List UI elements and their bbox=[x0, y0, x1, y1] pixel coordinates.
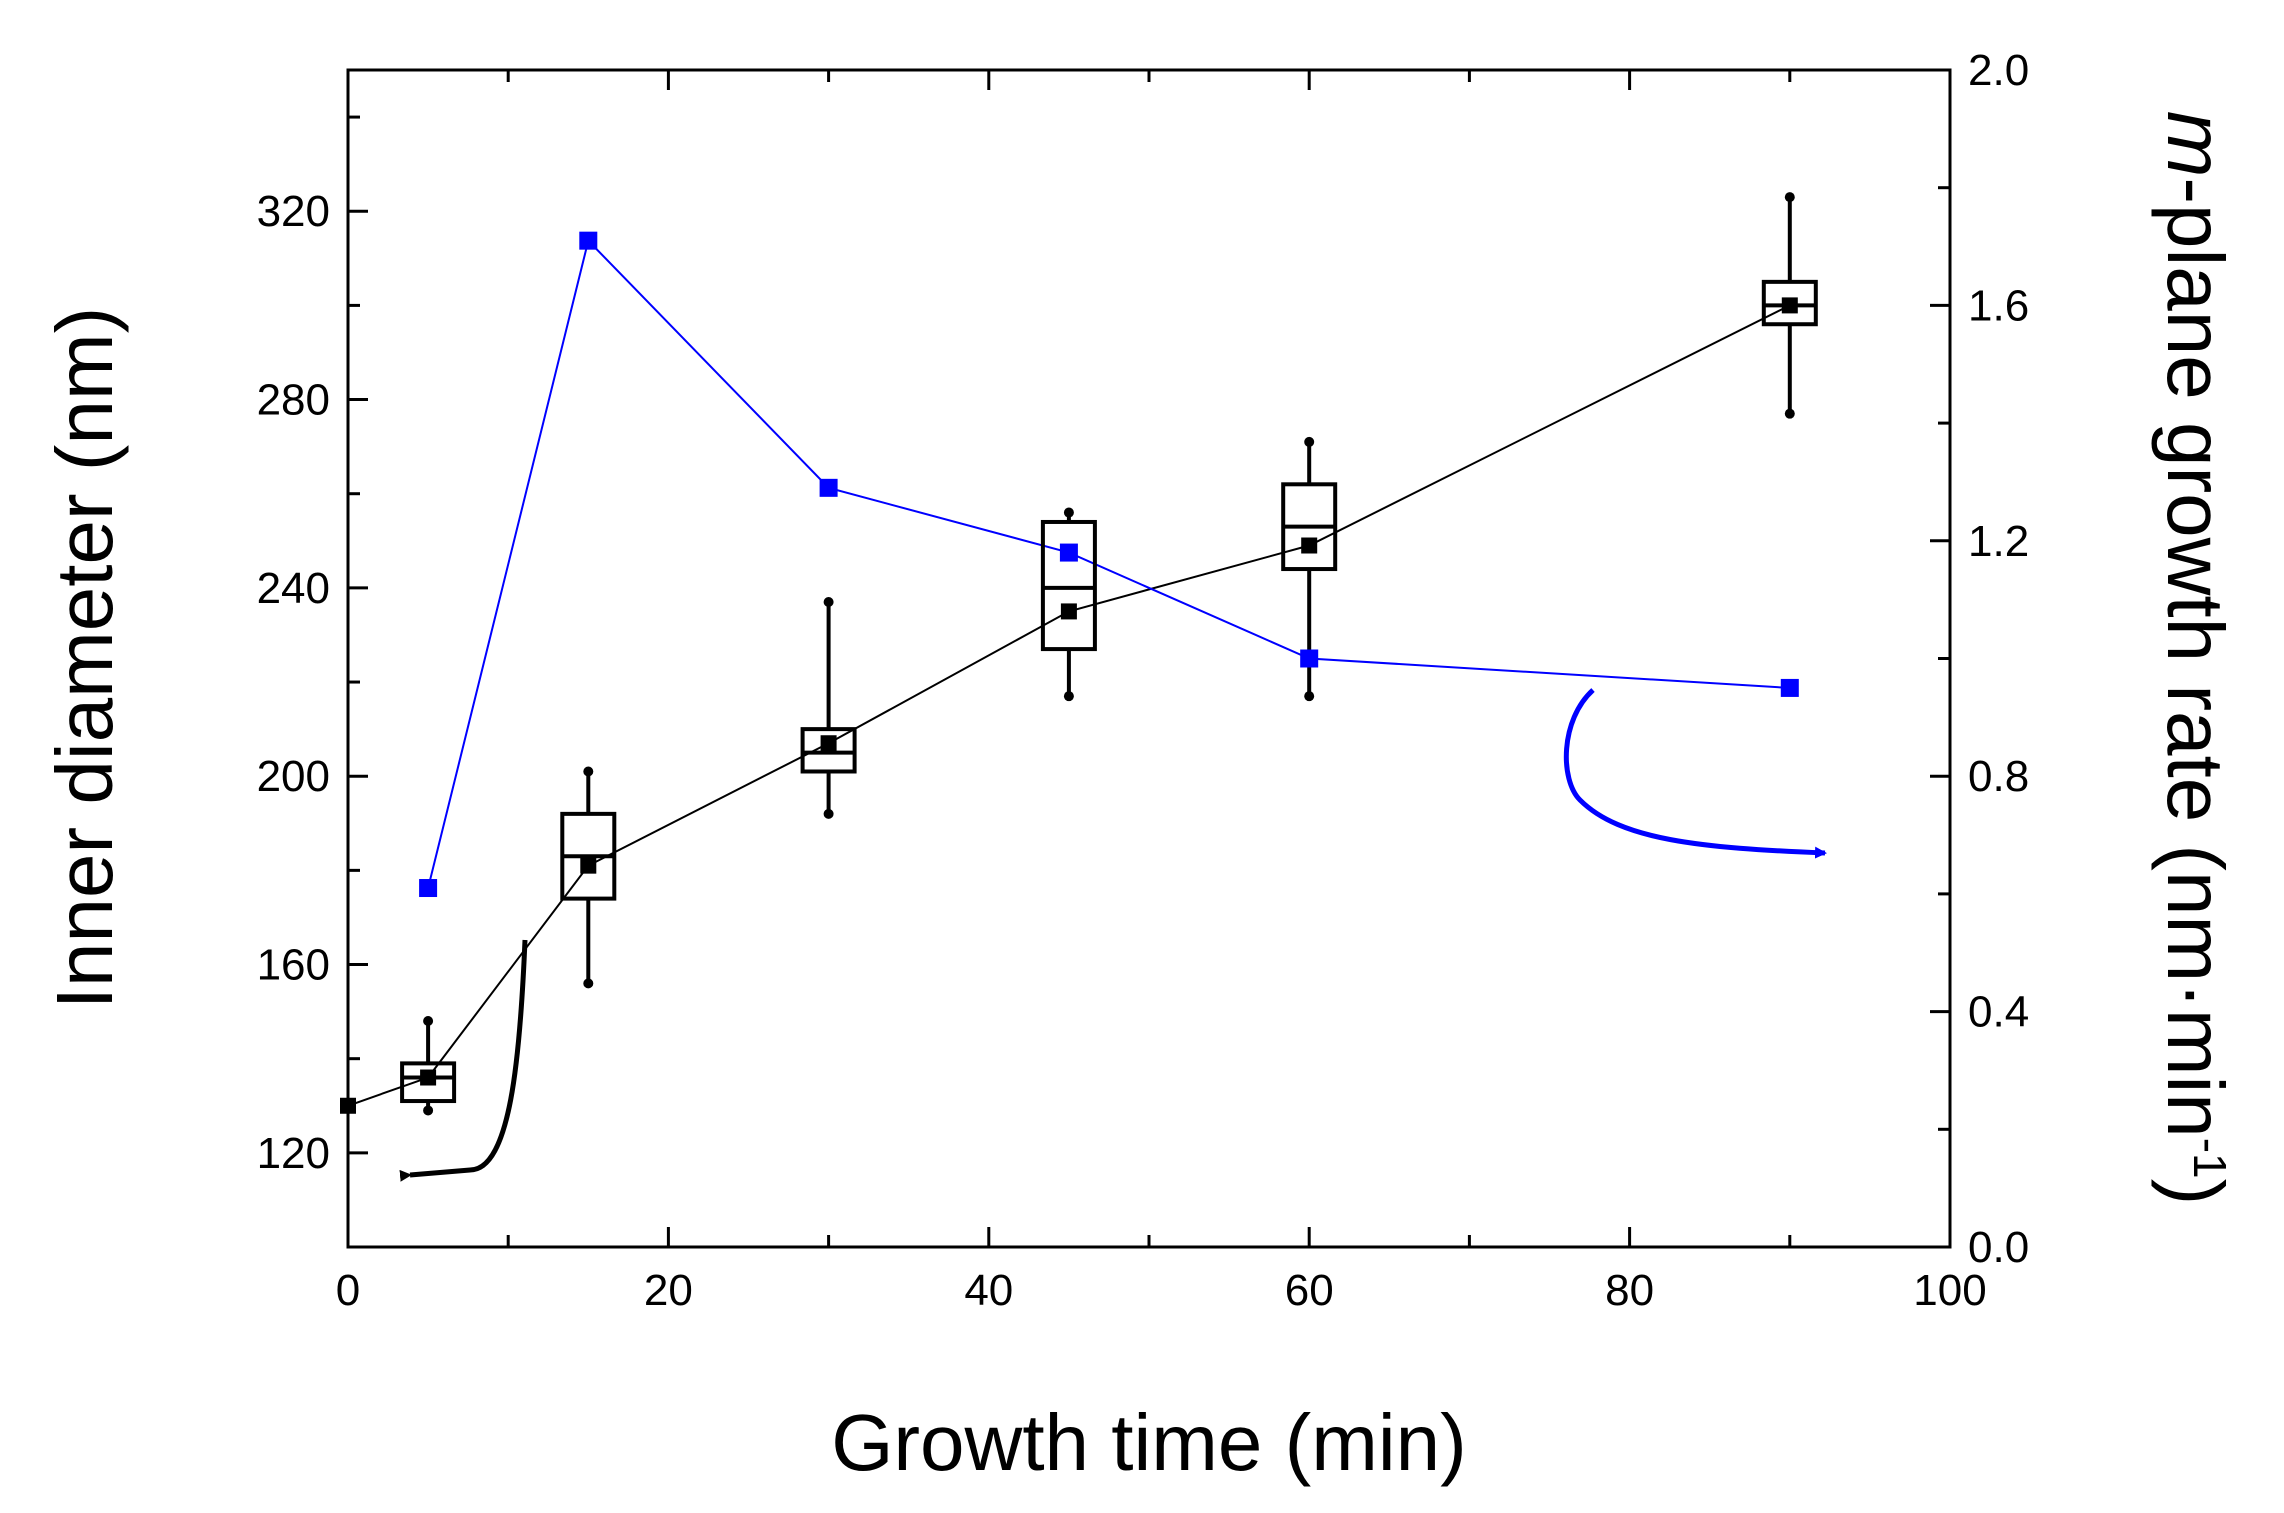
y-left-tick-label: 160 bbox=[257, 941, 330, 990]
y-right-axis-title: m-plane growth rate (nm·min-1) bbox=[2151, 111, 2240, 1206]
box-whisker-cap-high bbox=[823, 597, 834, 608]
x-tick-label: 20 bbox=[644, 1266, 693, 1315]
y-left-axis-title: Inner diameter (nm) bbox=[40, 307, 129, 1009]
growth-rate-marker bbox=[579, 231, 598, 250]
marker-layer bbox=[340, 231, 1799, 1114]
box-whisker-cap-low bbox=[423, 1105, 434, 1116]
y-right-tick-label: 0.4 bbox=[1968, 988, 2029, 1037]
right-axis-arrow bbox=[1563, 688, 1827, 859]
box-whisker-cap-high bbox=[1304, 436, 1315, 447]
y-right-title-italic: m bbox=[2151, 111, 2240, 178]
diameter-mean-marker bbox=[340, 1097, 356, 1114]
x-tick-label: 40 bbox=[964, 1266, 1013, 1315]
y-left-tick-label: 280 bbox=[257, 376, 330, 425]
y-right-title-rest: -plane growth rate (nm·min bbox=[2151, 177, 2240, 1137]
x-tick-label: 0 bbox=[336, 1266, 360, 1315]
y-right-tick-label: 1.2 bbox=[1968, 517, 2029, 566]
box-plot bbox=[560, 766, 617, 989]
y-left-tick-label: 120 bbox=[257, 1129, 330, 1178]
y-right-tick-label: 0.8 bbox=[1968, 752, 2029, 801]
diameter-mean-marker bbox=[820, 735, 837, 752]
diameter-mean-marker bbox=[580, 857, 597, 874]
diameter-mean-marker bbox=[1781, 297, 1798, 314]
box-iqr bbox=[1761, 279, 1818, 327]
y-right-tick-label: 2.0 bbox=[1968, 46, 2029, 95]
box-whisker-cap-high bbox=[583, 766, 594, 777]
x-tick-label: 100 bbox=[1913, 1266, 1986, 1315]
growth-rate-marker bbox=[419, 879, 438, 898]
growth-rate-marker bbox=[1780, 678, 1799, 697]
diameter-mean-marker bbox=[1060, 603, 1077, 620]
growth-rate-marker bbox=[1059, 543, 1078, 562]
x-tick-label: 60 bbox=[1285, 1266, 1334, 1315]
diameter-mean-marker bbox=[1301, 537, 1318, 554]
box-layer bbox=[400, 192, 1818, 1116]
box-whisker-cap-high bbox=[1063, 507, 1074, 518]
y-left-tick-label: 200 bbox=[257, 752, 330, 801]
growth-rate-marker bbox=[819, 478, 838, 497]
box-iqr bbox=[1040, 519, 1097, 652]
left-axis-arrow bbox=[399, 939, 528, 1182]
plot-frame bbox=[346, 68, 1952, 1249]
x-axis-title: Growth time (min) bbox=[831, 1398, 1467, 1487]
box-plot bbox=[400, 1016, 457, 1116]
y-left-tick-label: 240 bbox=[257, 564, 330, 613]
box-whisker-cap-low bbox=[1784, 408, 1795, 419]
growth-rate-line bbox=[427, 238, 1790, 889]
box-whisker-cap-low bbox=[1063, 691, 1074, 702]
box-whisker-cap-low bbox=[823, 808, 834, 819]
box-iqr bbox=[400, 1061, 457, 1104]
y-right-title-superscript: -1 bbox=[2184, 1138, 2236, 1179]
box-whisker-cap-high bbox=[423, 1016, 434, 1027]
box-whisker-cap-low bbox=[583, 978, 594, 989]
y-left-tick-label: 320 bbox=[257, 187, 330, 236]
growth-rate-marker bbox=[1300, 649, 1319, 668]
diameter-mean-marker bbox=[420, 1069, 437, 1086]
box-whisker-cap-low bbox=[1304, 691, 1315, 702]
y-right-tick-label: 0.0 bbox=[1968, 1223, 2029, 1272]
box-iqr bbox=[800, 727, 857, 774]
diameter-mean-line bbox=[347, 304, 1791, 1107]
box-plot bbox=[800, 597, 857, 819]
box-plot bbox=[1281, 436, 1338, 702]
box-whisker-cap-high bbox=[1784, 192, 1795, 203]
y-right-tick-label: 1.6 bbox=[1968, 281, 2029, 330]
x-tick-label: 80 bbox=[1605, 1266, 1654, 1315]
tick-label-layer: 0 20 40 60 80 100 120 160 200 240 280 320 0.0 0.4 0.8 1… bbox=[257, 46, 2030, 1315]
box-plot bbox=[1761, 192, 1818, 419]
y-right-title-close: ) bbox=[2151, 1179, 2240, 1206]
tick-layer bbox=[346, 68, 1952, 1249]
box-plot bbox=[1040, 507, 1097, 702]
